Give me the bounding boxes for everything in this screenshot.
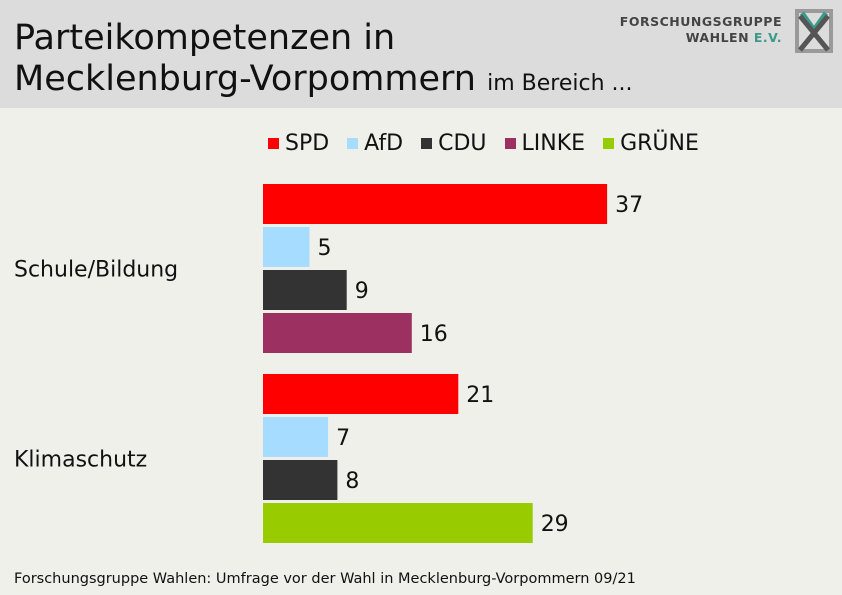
legend-swatch-4 xyxy=(603,138,615,149)
bar-0-0 xyxy=(263,184,608,224)
title-line-2: Mecklenburg-Vorpommern xyxy=(14,59,476,99)
legend-item-2: CDU xyxy=(421,131,487,156)
logo-text: FORSCHUNGSGRUPPE WAHLEN E.V. xyxy=(620,14,782,46)
legend-item-0: SPD xyxy=(268,131,329,156)
legend-item-4: GRÜNE xyxy=(603,131,699,156)
category-label-1: Klimaschutz xyxy=(14,448,147,473)
data-label-1-1: 7 xyxy=(336,426,350,451)
logo-line-1: FORSCHUNGSGRUPPE xyxy=(619,14,782,29)
bar-1-1 xyxy=(263,417,329,457)
category-label-0: Schule/Bildung xyxy=(14,258,178,283)
legend-swatch-2 xyxy=(421,138,433,149)
bar-1-3 xyxy=(263,503,533,543)
logo-mark-icon xyxy=(795,9,833,53)
page-title: Parteikompetenzen in Mecklenburg-Vorpomm… xyxy=(14,18,633,104)
data-label-0-3: 16 xyxy=(420,322,448,347)
legend-label-0: SPD xyxy=(285,131,330,156)
legend-item-1: AfD xyxy=(347,131,403,156)
legend: SPD AfD CDU LINKE GRÜNE xyxy=(268,131,699,156)
data-label-1-2: 8 xyxy=(345,469,359,494)
data-label-0-1: 5 xyxy=(318,236,332,261)
bar-1-2 xyxy=(263,460,338,500)
legend-label-1: AfD xyxy=(364,131,404,156)
bar-0-1 xyxy=(263,227,310,267)
legend-swatch-0 xyxy=(268,138,279,149)
legend-swatch-3 xyxy=(504,138,516,149)
bar-0-3 xyxy=(263,313,412,353)
title-subtitle: im Bereich ... xyxy=(487,71,633,96)
data-label-1-3: 29 xyxy=(541,512,569,537)
legend-label-2: CDU xyxy=(438,131,487,156)
title-line-1: Parteikompetenzen in xyxy=(14,18,396,58)
logo-line-2a: WAHLEN xyxy=(685,30,754,45)
legend-label-3: LINKE xyxy=(521,131,586,156)
legend-label-4: GRÜNE xyxy=(620,131,699,156)
source-footer: Forschungsgruppe Wahlen: Umfrage vor der… xyxy=(14,571,636,587)
data-label-1-0: 21 xyxy=(466,383,494,408)
legend-swatch-1 xyxy=(347,138,359,149)
bar-0-2 xyxy=(263,270,347,310)
data-label-0-2: 9 xyxy=(355,279,369,304)
data-label-0-0: 37 xyxy=(615,193,643,218)
logo-line-2b: E.V. xyxy=(753,30,782,45)
logo: FORSCHUNGSGRUPPE WAHLEN E.V. xyxy=(604,8,834,56)
legend-item-3: LINKE xyxy=(504,131,586,156)
bar-1-0 xyxy=(263,374,459,414)
header-band: Parteikompetenzen in Mecklenburg-Vorpomm… xyxy=(0,0,842,108)
